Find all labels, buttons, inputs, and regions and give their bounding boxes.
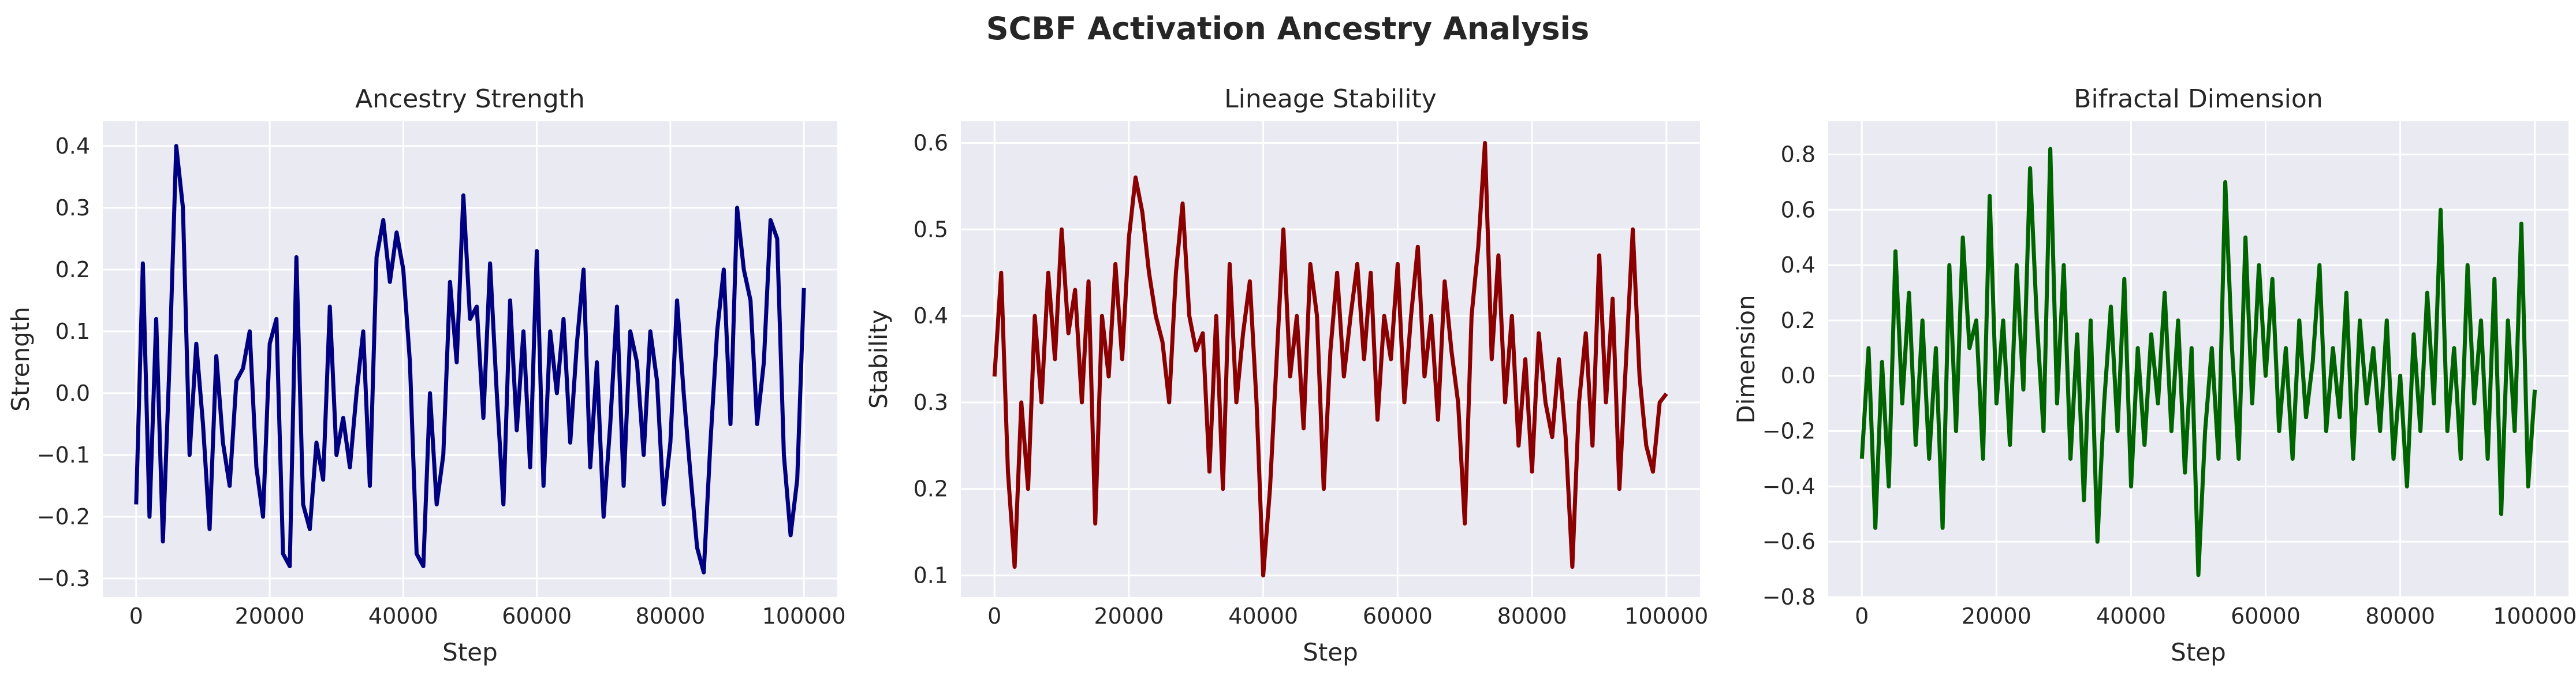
x-axis-label: Step — [2171, 638, 2226, 666]
x-tick-label: 100000 — [1624, 603, 1708, 629]
y-tick-label: 0.3 — [55, 195, 90, 221]
tick-labels: 0 20000 40000 60000 80000 100000 0.1 0.2 0.3 0.4 0… — [914, 130, 1709, 629]
x-tick-label: 40000 — [368, 603, 438, 629]
series-line-stability — [992, 141, 1668, 577]
y-tick-label: 0.0 — [55, 381, 90, 406]
x-axis-label: Step — [442, 638, 498, 666]
x-tick-label: 0 — [1855, 603, 1869, 629]
x-tick-label: 60000 — [1363, 603, 1433, 629]
x-tick-label: 0 — [129, 603, 143, 629]
y-tick-label: 0.0 — [1781, 363, 1815, 389]
y-tick-label: −0.8 — [1762, 584, 1815, 610]
y-axis-label: Dimension — [1732, 294, 1760, 423]
y-axis-label: Strength — [6, 307, 35, 412]
x-tick-label: 80000 — [1497, 603, 1567, 629]
subplot-title: Lineage Stability — [1224, 84, 1437, 114]
x-tick-label: 20000 — [1094, 603, 1164, 629]
subplot-title: Ancestry Strength — [355, 84, 585, 114]
series-line-dimension — [1859, 147, 2537, 577]
y-tick-label: −0.6 — [1762, 529, 1815, 554]
y-tick-label: 0.6 — [1781, 197, 1815, 222]
x-axis-label: Step — [1303, 638, 1358, 666]
y-tick-label: −0.2 — [37, 504, 90, 530]
x-tick-label: 100000 — [762, 603, 846, 629]
y-tick-label: 0.4 — [55, 133, 90, 159]
y-tick-label: −0.2 — [1762, 419, 1815, 444]
y-tick-label: 0.1 — [914, 563, 948, 588]
subplot-ancestry-strength: 0 20000 40000 60000 80000 100000 −0.3 −0.2 −0.1 0… — [6, 84, 846, 666]
y-tick-label: −0.1 — [37, 442, 90, 468]
x-tick-label: 40000 — [1228, 603, 1298, 629]
grid-lines — [961, 121, 1700, 597]
grid-lines — [103, 121, 837, 597]
tick-labels: 0 20000 40000 60000 80000 100000 −0.3 −0.2 −0.1 0… — [37, 133, 846, 629]
subplot-lineage-stability: 0 20000 40000 60000 80000 100000 0.1 0.2 0.3 0.4 0… — [864, 84, 1708, 666]
x-tick-label: 60000 — [502, 603, 572, 629]
y-tick-label: 0.4 — [1781, 252, 1815, 278]
y-tick-label: 0.6 — [914, 130, 948, 155]
y-tick-label: 0.2 — [1781, 308, 1815, 333]
x-tick-label: 60000 — [2231, 603, 2301, 629]
figure-suptitle: SCBF Activation Ancestry Analysis — [986, 10, 1589, 47]
y-tick-label: 0.2 — [914, 476, 948, 502]
y-axis-label: Stability — [864, 310, 893, 409]
tick-labels: 0 20000 40000 60000 80000 100000 −0.8 −0.6 −0.4 −… — [1762, 141, 2576, 629]
y-tick-label: 0.5 — [914, 217, 948, 242]
y-tick-label: 0.3 — [914, 390, 948, 415]
x-tick-label: 40000 — [2096, 603, 2166, 629]
x-tick-label: 80000 — [2365, 603, 2435, 629]
y-tick-label: 0.2 — [55, 257, 90, 282]
y-tick-label: 0.8 — [1781, 141, 1815, 167]
y-tick-label: 0.4 — [914, 303, 948, 329]
y-tick-label: −0.4 — [1762, 474, 1815, 499]
x-tick-label: 100000 — [2493, 603, 2576, 629]
subplot-bifractal-dimension: 0 20000 40000 60000 80000 100000 −0.8 −0.6 −0.4 −… — [1732, 84, 2576, 666]
x-tick-label: 0 — [987, 603, 1001, 629]
series-line-strength — [134, 144, 806, 575]
x-tick-label: 80000 — [635, 603, 705, 629]
x-tick-label: 20000 — [235, 603, 305, 629]
y-tick-label: 0.1 — [55, 319, 90, 344]
x-tick-label: 20000 — [1962, 603, 2031, 629]
y-tick-label: −0.3 — [37, 566, 90, 591]
subplot-title: Bifractal Dimension — [2074, 84, 2322, 114]
